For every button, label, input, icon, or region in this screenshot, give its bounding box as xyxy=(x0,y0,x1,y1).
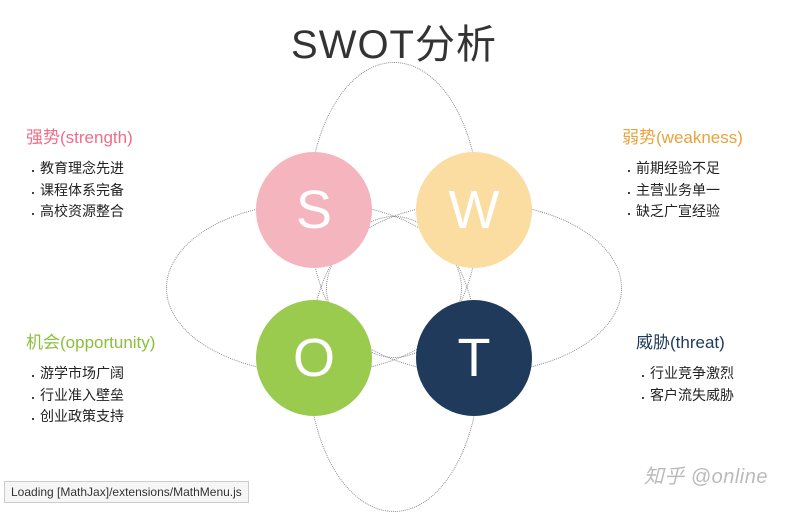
section-title-strength: 强势(strength) xyxy=(26,123,226,148)
circle-letter-t: T xyxy=(458,327,491,389)
section-title-opportunity: 机会(opportunity) xyxy=(26,328,226,353)
list-item: 高校资源整合 xyxy=(30,201,226,223)
list-item: 创业政策支持 xyxy=(30,406,226,428)
mathjax-status: Loading [MathJax]/extensions/MathMenu.js xyxy=(4,481,249,503)
list-item: 游学市场广阔 xyxy=(30,363,226,385)
circle-letter-s: S xyxy=(296,179,332,241)
section-title-weakness: 弱势(weakness) xyxy=(622,123,788,148)
list-item: 客户流失威胁 xyxy=(640,385,788,407)
section-list-threat: 行业竞争激烈客户流失威胁 xyxy=(636,363,788,406)
list-item: 前期经验不足 xyxy=(626,158,788,180)
section-title-threat: 威胁(threat) xyxy=(636,328,788,353)
section-strength: 强势(strength) 教育理念先进课程体系完备高校资源整合 xyxy=(26,123,226,223)
section-list-opportunity: 游学市场广阔行业准入壁垒创业政策支持 xyxy=(26,363,226,428)
circle-letter-o: O xyxy=(293,327,335,389)
circle-opportunity: O xyxy=(256,300,372,416)
circle-letter-w: W xyxy=(449,179,500,241)
list-item: 行业准入壁垒 xyxy=(30,385,226,407)
circle-strength: S xyxy=(256,152,372,268)
list-item: 课程体系完备 xyxy=(30,180,226,202)
circle-weakness: W xyxy=(416,152,532,268)
section-opportunity: 机会(opportunity) 游学市场广阔行业准入壁垒创业政策支持 xyxy=(26,328,226,428)
list-item: 主营业务单一 xyxy=(626,180,788,202)
section-list-weakness: 前期经验不足主营业务单一缺乏广宣经验 xyxy=(622,158,788,223)
section-threat: 威胁(threat) 行业竞争激烈客户流失威胁 xyxy=(636,328,788,406)
section-list-strength: 教育理念先进课程体系完备高校资源整合 xyxy=(26,158,226,223)
list-item: 缺乏广宣经验 xyxy=(626,201,788,223)
section-weakness: 弱势(weakness) 前期经验不足主营业务单一缺乏广宣经验 xyxy=(622,123,788,223)
list-item: 行业竞争激烈 xyxy=(640,363,788,385)
list-item: 教育理念先进 xyxy=(30,158,226,180)
watermark: 知乎 @online xyxy=(644,460,768,489)
circle-threat: T xyxy=(416,300,532,416)
